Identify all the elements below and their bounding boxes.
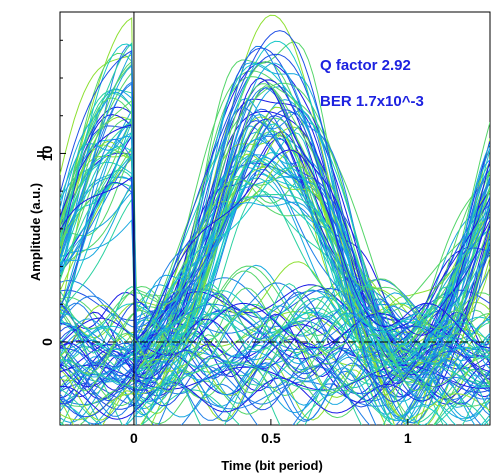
eye-trace xyxy=(60,149,490,349)
eye-trace xyxy=(60,177,490,425)
ber-annotation: BER 1.7x10^-3 xyxy=(320,93,424,110)
y-unit-label: µ xyxy=(32,150,47,158)
eye-trace xyxy=(60,332,490,394)
eye-trace xyxy=(60,45,490,357)
eye-traces xyxy=(60,14,490,425)
eye-trace xyxy=(60,113,476,425)
y-axis-label: Amplitude (a.u.) xyxy=(28,183,43,281)
reference-lines xyxy=(60,12,490,425)
eye-trace xyxy=(60,138,490,351)
eye-trace xyxy=(60,224,490,420)
eye-trace xyxy=(60,210,490,423)
eye-trace xyxy=(60,346,490,382)
eye-trace xyxy=(60,109,490,418)
x-axis-label: Time (bit period) xyxy=(221,458,323,473)
eye-trace xyxy=(60,167,490,359)
eye-trace xyxy=(60,358,490,392)
eye-trace xyxy=(60,106,490,382)
x-tick-label: 0.5 xyxy=(261,430,281,446)
eye-trace xyxy=(60,153,490,421)
eye-trace xyxy=(60,83,490,348)
x-tick-label: 0 xyxy=(130,430,138,446)
y-tick-label: 0 xyxy=(39,338,55,346)
x-tick-label: 1 xyxy=(404,430,412,446)
eye-trace xyxy=(60,130,490,407)
eye-trace xyxy=(60,283,490,354)
y-tick-label: 10 xyxy=(39,145,55,161)
eye-trace xyxy=(60,77,490,391)
eye-trace xyxy=(60,195,490,404)
eye-trace xyxy=(60,287,490,321)
eye-trace xyxy=(60,359,490,422)
eye-trace xyxy=(60,168,490,425)
q-factor-annotation: Q factor 2.92 xyxy=(320,57,411,74)
eye-trace xyxy=(60,186,490,351)
eye-trace xyxy=(60,204,490,328)
eye-trace xyxy=(60,311,490,378)
eye-trace xyxy=(60,123,490,425)
eye-trace xyxy=(60,43,490,365)
eye-trace xyxy=(60,30,490,359)
eye-trace xyxy=(60,14,490,382)
eye-trace xyxy=(60,135,490,422)
eye-trace xyxy=(60,165,490,330)
